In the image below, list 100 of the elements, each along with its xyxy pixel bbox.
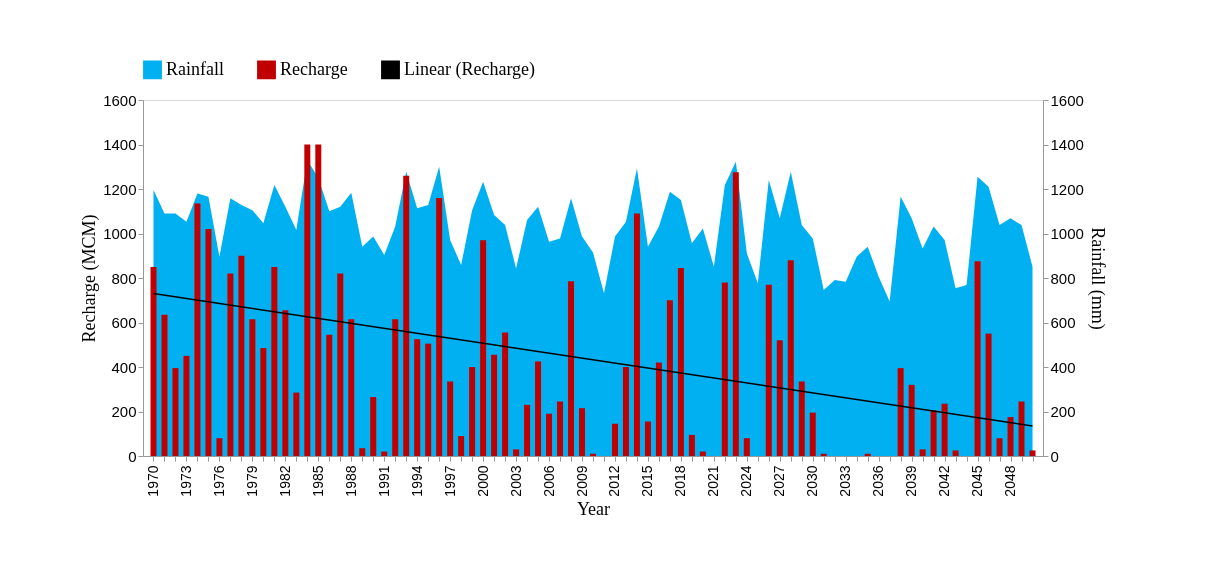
y2-tick-label: 400 [1050, 358, 1076, 376]
x-tick-label: 2012 [606, 465, 623, 497]
bar [282, 310, 289, 456]
bar [897, 368, 904, 456]
bar [743, 438, 750, 456]
bar [271, 266, 278, 456]
x-tick-label: 2021 [705, 465, 722, 497]
bar [513, 449, 520, 456]
bar [644, 421, 651, 456]
x-tick-label: 2045 [969, 465, 986, 497]
bar [985, 333, 992, 456]
bar [447, 381, 454, 456]
bar [425, 343, 432, 456]
bar [611, 423, 618, 456]
bar [622, 367, 629, 456]
bar [172, 368, 179, 456]
bar [666, 300, 673, 456]
bar [249, 319, 256, 456]
bar [974, 261, 981, 456]
x-tick-label: 2018 [672, 465, 689, 497]
bar [732, 172, 739, 456]
bar [579, 408, 586, 456]
bar [919, 449, 926, 456]
y2-tick-label: 800 [1050, 269, 1076, 287]
bar [776, 340, 783, 456]
bar [458, 435, 465, 456]
bar [150, 266, 157, 456]
bar [996, 438, 1003, 456]
x-tick-label: 2003 [507, 465, 524, 497]
x-tick-label: 2006 [540, 465, 557, 497]
x-tick-label: 2036 [870, 465, 887, 497]
bar [655, 362, 662, 456]
bar [546, 413, 553, 456]
x-tick-label: 1991 [375, 465, 392, 497]
y2-tick-label: 1200 [1050, 180, 1084, 198]
x-tick-label: 2048 [1002, 465, 1019, 497]
bar [238, 255, 245, 456]
bar [941, 403, 948, 456]
bar [480, 240, 487, 456]
x-tick-label: 1988 [342, 465, 359, 497]
bar [216, 438, 223, 456]
bar [765, 284, 772, 456]
bar [227, 273, 234, 456]
x-tick-label: 1976 [210, 465, 227, 497]
x-tick-label: 2042 [936, 465, 953, 497]
bar [930, 410, 937, 456]
bar [798, 381, 805, 456]
bar [590, 453, 596, 456]
bar [787, 260, 794, 456]
x-tick-label: 1979 [243, 465, 260, 497]
bar [414, 339, 421, 456]
x-tick-label: 1982 [276, 465, 293, 497]
bar [315, 144, 322, 456]
y2-tick-label: 200 [1050, 403, 1076, 420]
bar [1018, 401, 1025, 456]
x-tick-label: 1985 [309, 465, 326, 497]
legend-label: Recharge [280, 58, 348, 79]
bar [809, 412, 816, 456]
y2-axis-title: Rainfall (mm) [1086, 227, 1108, 330]
bar [293, 392, 300, 456]
bar [469, 367, 476, 456]
bar [633, 213, 640, 456]
legend-label: Linear (Recharge) [404, 58, 536, 80]
x-tick-label: 1994 [408, 465, 425, 497]
bar [359, 448, 366, 456]
bar [688, 434, 695, 456]
bar [721, 282, 728, 456]
bar [952, 450, 959, 456]
bar [348, 319, 355, 456]
bar [260, 348, 267, 456]
y2-tick-label: 600 [1050, 314, 1076, 331]
y2-tick-label: 1400 [1050, 136, 1084, 153]
x-tick-label: 2030 [804, 465, 821, 497]
y2-tick-label: 0 [1050, 447, 1059, 465]
bar [337, 273, 344, 456]
x-tick-label: 2009 [573, 465, 590, 497]
x-tick-label: 2027 [771, 465, 788, 497]
y-tick-label: 400 [111, 358, 137, 376]
x-tick-label: 2015 [639, 465, 656, 497]
y2-tick-label: 1600 [1050, 91, 1084, 109]
y-tick-label: 1000 [103, 225, 137, 242]
bar [326, 334, 333, 456]
y-tick-label: 1600 [103, 91, 137, 109]
x-tick-label: 2033 [837, 465, 854, 497]
bar [557, 401, 564, 456]
x-tick-label: 2024 [738, 465, 755, 497]
bar [161, 314, 168, 456]
bar [568, 281, 575, 456]
y-tick-label: 200 [111, 403, 137, 420]
bar [535, 361, 542, 456]
bar [524, 404, 531, 456]
y-tick-label: 1400 [103, 136, 137, 153]
bar [183, 355, 190, 456]
x-tick-label: 2039 [903, 465, 920, 497]
x-tick-label: 1997 [441, 465, 458, 497]
y-axis-title: Recharge (MCM) [79, 214, 101, 343]
x-tick-label: 1970 [144, 465, 161, 497]
bar [820, 453, 827, 456]
y-tick-label: 600 [111, 314, 137, 331]
y-tick-label: 0 [128, 447, 137, 465]
